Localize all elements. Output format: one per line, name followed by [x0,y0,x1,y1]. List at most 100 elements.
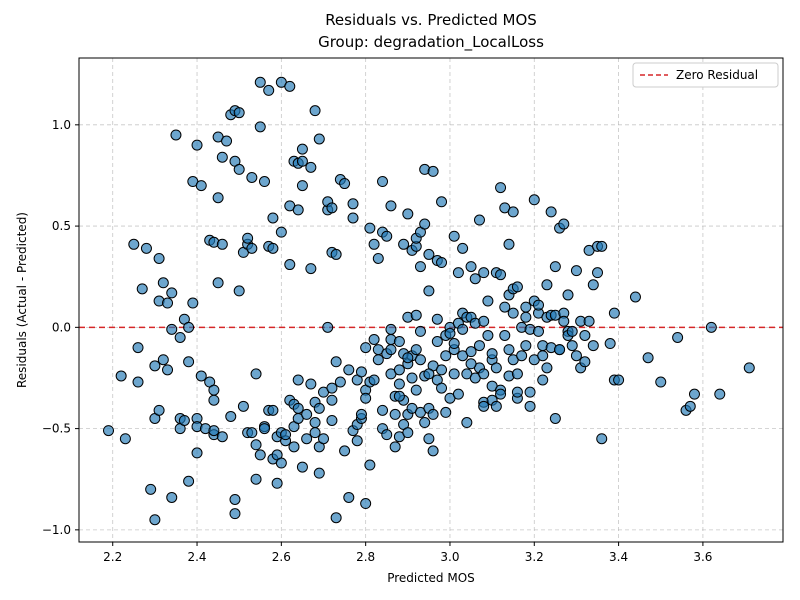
data-point [490,400,502,412]
data-point [562,289,574,301]
data-point [528,194,540,206]
data-point [254,449,266,461]
data-point [254,121,266,133]
data-point [313,133,325,145]
data-point [448,230,460,242]
data-point [216,431,228,443]
data-point [402,208,414,220]
x-tick-label: 3.4 [609,550,628,564]
data-point [613,374,625,386]
data-point [301,408,313,420]
data-point [440,350,452,362]
data-point [216,151,228,163]
data-point [187,297,199,309]
data-point [351,435,363,447]
data-point [153,404,165,416]
data-point [532,299,544,311]
y-tick-label: 0.5 [52,219,71,233]
data-point [267,242,279,254]
data-point [507,307,519,319]
data-point [233,285,245,297]
data-point [524,400,536,412]
data-point [436,196,448,208]
data-point [448,368,460,380]
data-point [229,493,241,505]
data-point [157,354,169,366]
data-point [592,267,604,279]
data-point [465,358,477,370]
data-point [372,354,384,366]
axis-ticks: 2.2 2.4 2.6 2.8 3.0 3.2 3.4 3.6 −1.0 −0.5 0.0 0.5 1.… [42,118,713,564]
x-axis-label: Predicted MOS [387,571,475,585]
legend-label-zero-residual: Zero Residual [676,68,758,82]
data-point [457,323,469,335]
data-point [195,180,207,192]
x-tick-label: 2.8 [356,550,375,564]
data-point [271,477,283,489]
data-point [305,161,317,173]
data-point [132,376,144,388]
data-point [381,429,393,441]
data-point [537,350,549,362]
data-point [503,344,515,356]
data-point [587,340,599,352]
data-point [448,338,460,350]
data-point [541,362,553,374]
data-point [608,307,620,319]
data-points [103,76,755,526]
x-tick-label: 3.0 [440,550,459,564]
data-point [524,386,536,398]
x-tick-label: 2.6 [272,550,291,564]
data-point [170,129,182,141]
data-point [499,329,511,341]
data-point [267,212,279,224]
data-point [305,378,317,390]
data-point [436,257,448,269]
data-point [419,417,431,429]
data-point [275,226,287,238]
data-point [566,325,578,337]
data-point [313,467,325,479]
data-point [545,206,557,218]
data-point [195,370,207,382]
data-point [309,417,321,429]
data-point [393,378,405,390]
chart-title: Residuals vs. Predicted MOS [325,11,537,29]
data-point [355,408,367,420]
data-point [423,433,435,445]
data-point [166,323,178,335]
x-tick-label: 3.6 [693,550,712,564]
data-point [642,352,654,364]
data-point [364,222,376,234]
data-point [233,107,245,119]
data-point [473,214,485,226]
data-point [406,372,418,384]
data-point [288,441,300,453]
data-point [103,425,115,437]
data-point [280,429,292,441]
data-point [684,400,696,412]
data-point [145,483,157,495]
data-point [672,331,684,343]
legend-box [632,62,779,88]
data-point [414,261,426,273]
data-point [347,198,359,210]
data-point [153,252,165,264]
data-point [296,461,308,473]
data-point [330,356,342,368]
y-tick-label: −1.0 [42,523,71,537]
data-point [385,344,397,356]
data-point [183,356,195,368]
data-point [364,459,376,471]
data-point [309,427,321,439]
data-point [705,321,717,333]
data-point [436,364,448,376]
data-point [296,155,308,167]
data-point [377,176,389,188]
data-point [596,433,608,445]
x-tick-label: 2.2 [103,550,122,564]
data-point [322,321,334,333]
data-point [140,242,152,254]
data-point [149,514,161,526]
data-point [554,344,566,356]
